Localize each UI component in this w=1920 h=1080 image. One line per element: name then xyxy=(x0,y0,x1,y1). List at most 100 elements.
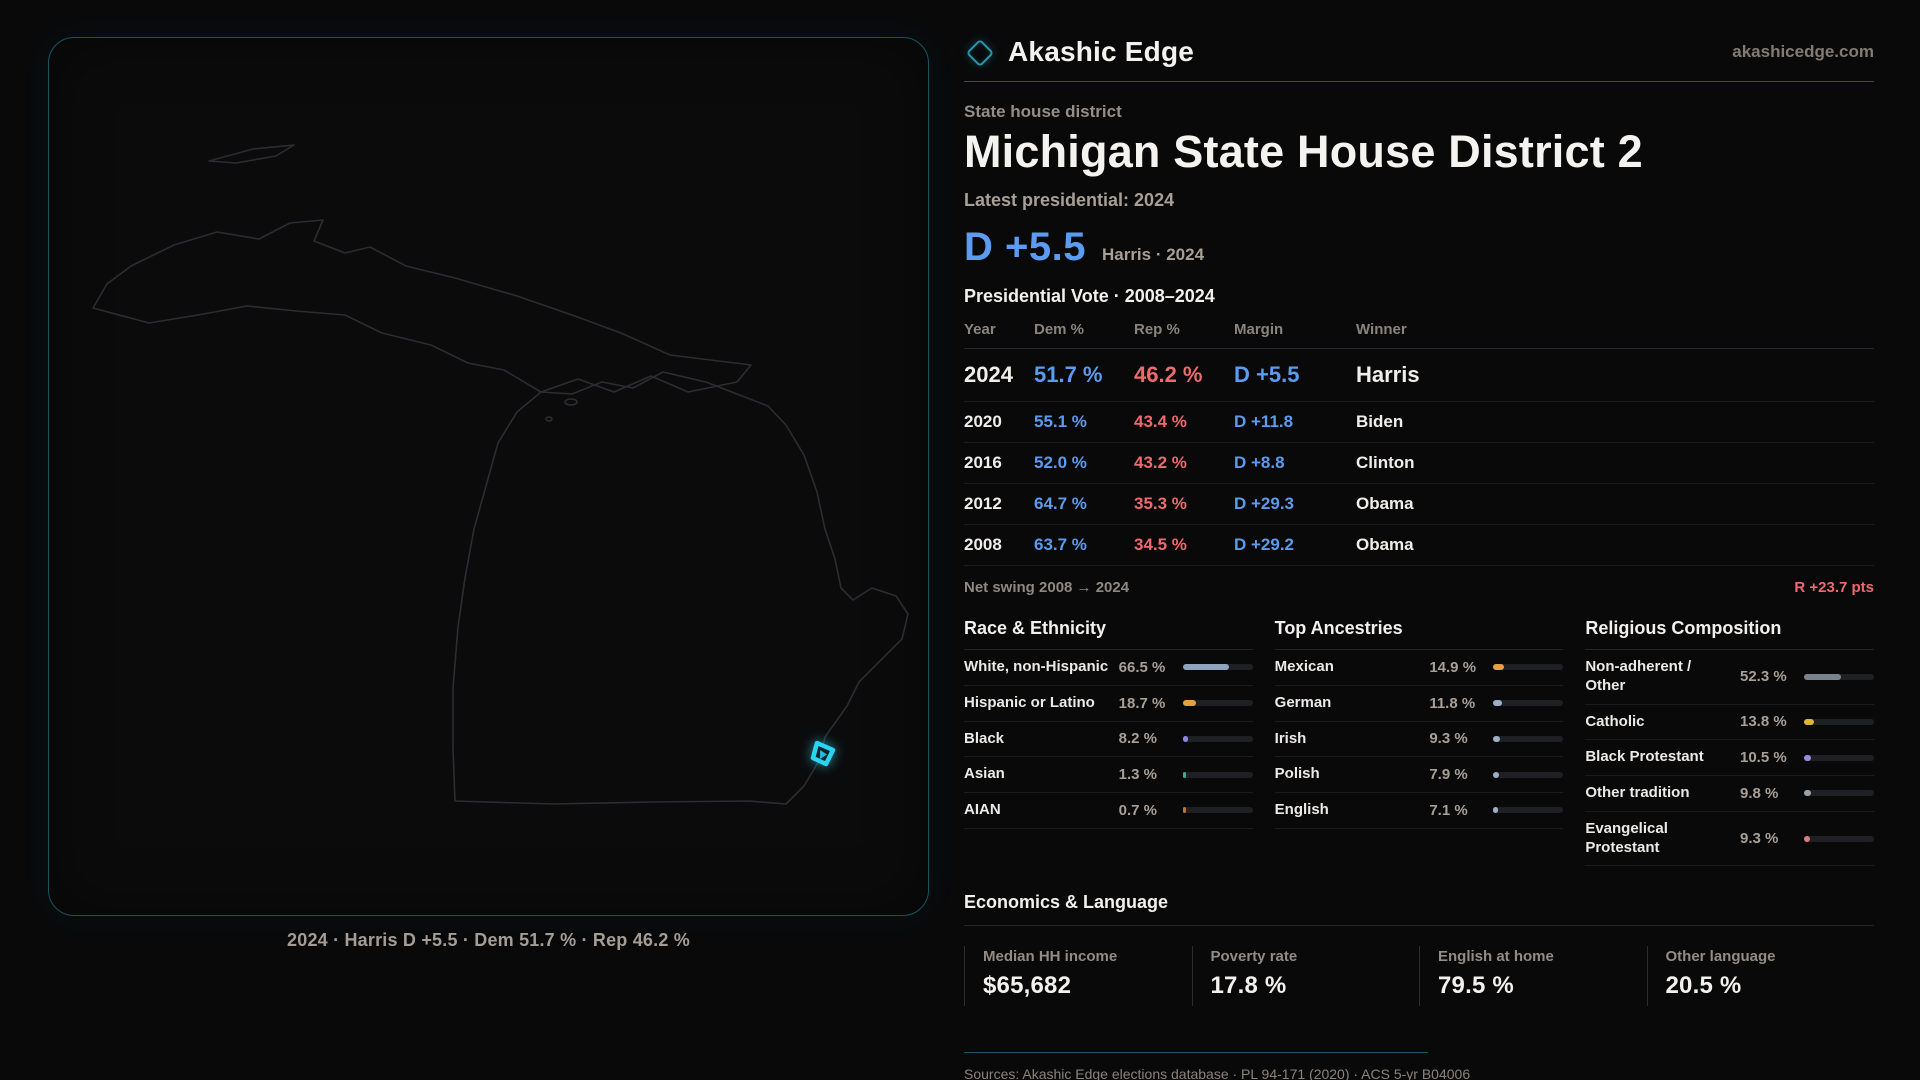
demo-item-label: Mexican xyxy=(1274,658,1334,675)
demo-item-bar-fill xyxy=(1493,771,1499,778)
demo-item-bar-fill xyxy=(1182,664,1230,671)
demo-item-bar-fill xyxy=(1493,807,1499,814)
vote-cell-rep: 34.5 % xyxy=(1134,524,1234,566)
vote-cell-rep: 43.2 % xyxy=(1134,442,1234,484)
vote-cell-dem: 64.7 % xyxy=(1034,483,1134,525)
vote-cell-dem: 63.7 % xyxy=(1034,524,1134,566)
demo-item-row: Other tradition 9.8 % xyxy=(1585,776,1874,812)
demo-item-row: Black Protestant 10.5 % xyxy=(1585,740,1874,776)
demo-item-row: German 11.8 % xyxy=(1274,686,1564,722)
demo-item-label: German xyxy=(1274,693,1332,711)
net-swing-label: Net swing 2008 → 2024 xyxy=(964,579,1130,596)
footer-divider xyxy=(964,1052,1428,1054)
vote-cell-dem: 52.0 % xyxy=(1034,442,1134,484)
demo-item-label: White, non-Hispanic xyxy=(964,658,1109,675)
demo-item-value: 10.5 % xyxy=(1739,749,1787,767)
demo-group-title: Race & Ethnicity xyxy=(964,618,1253,650)
demo-item-bar-fill xyxy=(1803,673,1841,680)
demo-item-bar xyxy=(1182,700,1253,707)
demo-item-row: Evangelical Protestant 9.3 % xyxy=(1585,812,1874,867)
island-outline xyxy=(545,416,553,422)
brand-header: Akashic Edge akashicedge.com xyxy=(964,30,1874,68)
michigan-map xyxy=(92,144,909,805)
demo-item-label: Black xyxy=(964,729,1005,747)
map-caption: 2024 · Harris D +5.5 · Dem 51.7 % · Rep … xyxy=(287,930,690,950)
econ-stat: Poverty rate 17.8 % xyxy=(1191,946,1420,1007)
demo-item-bar xyxy=(1803,718,1874,725)
vote-cell-margin: D +29.3 xyxy=(1234,483,1356,525)
demo-item-label: Irish xyxy=(1274,729,1307,747)
econ-stat-value: 17.8 % xyxy=(1210,972,1287,1000)
demo-group: Top Ancestries Mexican 14.9 % German 11.8 % I… xyxy=(1274,618,1564,866)
demo-group: Race & Ethnicity White, non-Hispanic 66.5 … xyxy=(964,618,1253,866)
econ-stat-label: English at home xyxy=(1438,948,1554,966)
lower-peninsula-outline xyxy=(452,371,909,805)
demo-item-bar xyxy=(1493,771,1564,778)
vote-cell-year: 2016 xyxy=(964,442,1034,484)
headline-margin-row: D +5.5 Harris · 2024 xyxy=(964,225,1874,270)
demo-item-bar xyxy=(1803,754,1874,761)
vote-cell-winner: Biden xyxy=(1356,401,1874,443)
demo-item-value: 18.7 % xyxy=(1118,694,1166,712)
vote-cell-margin: D +8.8 xyxy=(1234,442,1356,484)
demo-item-row: Non-adherent / Other 52.3 % xyxy=(1585,650,1874,705)
sources-text: Sources: Akashic Edge elections database… xyxy=(964,1066,1471,1080)
demo-item-label: Asian xyxy=(964,765,1005,783)
demo-group-title: Religious Composition xyxy=(1585,618,1874,650)
demo-item-label: Non-adherent / Other xyxy=(1585,658,1692,694)
net-swing-value: R +23.7 pts xyxy=(1794,579,1874,596)
vote-cell-margin: D +5.5 xyxy=(1234,348,1356,402)
demo-item-bar xyxy=(1182,735,1253,742)
demo-item-value: 13.8 % xyxy=(1739,713,1787,731)
econ-stat-value: $65,682 xyxy=(983,972,1072,1000)
demo-item-bar xyxy=(1803,673,1874,680)
econ-stat-label: Median HH income xyxy=(983,948,1118,966)
demo-item-bar-fill xyxy=(1182,735,1189,742)
demo-item-value: 9.3 % xyxy=(1739,830,1779,847)
demo-item-value: 14.9 % xyxy=(1429,658,1477,676)
vote-column-header: Year xyxy=(964,313,1034,349)
demo-item-bar xyxy=(1182,807,1253,814)
island-outline xyxy=(564,398,578,406)
vote-cell-dem: 55.1 % xyxy=(1034,401,1134,443)
econ-stat-label: Other language xyxy=(1665,948,1776,966)
demo-item-value: 1.3 % xyxy=(1118,766,1158,784)
demo-item-bar xyxy=(1493,664,1564,671)
vote-cell-year: 2020 xyxy=(964,401,1034,443)
vote-cell-winner: Obama xyxy=(1356,524,1874,566)
demo-item-bar-fill xyxy=(1182,807,1186,814)
footer: Sources: Akashic Edge elections database… xyxy=(964,1052,1874,1080)
district-2-marker xyxy=(810,740,836,767)
demo-item-row: Irish 9.3 % xyxy=(1274,722,1564,758)
demo-item-row: Hispanic or Latino 18.7 % xyxy=(964,686,1253,722)
brand-domain-link[interactable]: akashicedge.com xyxy=(1732,42,1874,61)
vote-column-header: Dem % xyxy=(1034,313,1134,349)
demo-item-label: Black Protestant xyxy=(1585,748,1704,766)
vote-row-2020: 2020 55.1 % 43.4 % D +11.8 Biden xyxy=(964,401,1874,443)
econ-stat: English at home 79.5 % xyxy=(1419,946,1647,1007)
econ-stat-value: 79.5 % xyxy=(1438,972,1514,1000)
isle-royale-outline xyxy=(208,144,295,164)
net-swing-row: Net swing 2008 → 2024 R +23.7 pts xyxy=(964,579,1874,596)
vote-cell-rep: 43.4 % xyxy=(1134,401,1234,443)
vote-table-title: Presidential Vote · 2008–2024 xyxy=(964,286,1215,306)
demo-item-bar-fill xyxy=(1803,835,1811,842)
vote-cell-margin: D +11.8 xyxy=(1234,401,1356,443)
latest-presidential-label: Latest presidential: 2024 xyxy=(964,190,1175,210)
demo-item-value: 7.1 % xyxy=(1429,801,1468,819)
econ-stat-value: 20.5 % xyxy=(1665,972,1742,1000)
demo-item-bar xyxy=(1803,835,1874,842)
demo-item-bar-fill xyxy=(1803,718,1814,725)
headline-margin-note: Harris · 2024 xyxy=(1101,245,1205,264)
demo-item-value: 9.3 % xyxy=(1429,730,1468,748)
demo-item-value: 66.5 % xyxy=(1118,658,1166,676)
vote-cell-year: 2008 xyxy=(964,524,1034,566)
demo-group-title: Top Ancestries xyxy=(1274,618,1564,650)
demo-item-label: AIAN xyxy=(964,801,1001,818)
econ-stats-row: Median HH income $65,682 Poverty rate 17.8 … xyxy=(964,946,1874,1007)
demo-group: Religious Composition Non-adherent / Othe… xyxy=(1585,618,1874,867)
demo-item-row: White, non-Hispanic 66.5 % xyxy=(964,650,1253,686)
economics-section-title: Economics & Language xyxy=(964,892,1874,927)
demo-item-row: English 7.1 % xyxy=(1274,793,1564,829)
vote-cell-rep: 35.3 % xyxy=(1134,483,1234,525)
